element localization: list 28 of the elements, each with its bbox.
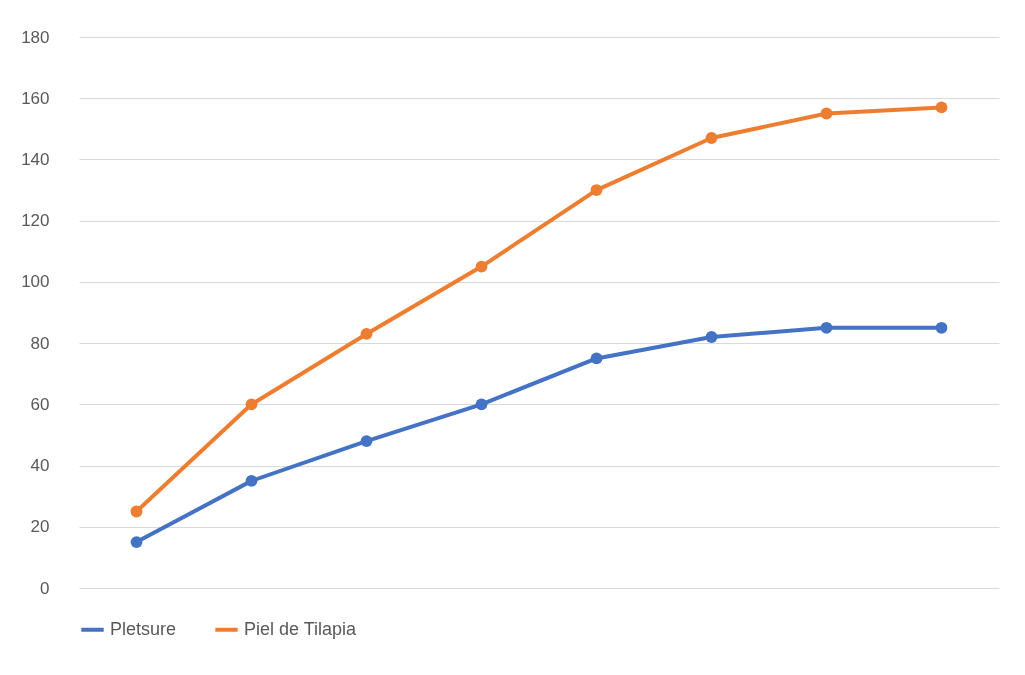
point xyxy=(820,321,833,334)
point xyxy=(475,398,488,411)
point xyxy=(705,132,718,144)
point xyxy=(130,536,143,548)
y-tick-label: 160 xyxy=(21,88,50,108)
point xyxy=(245,398,258,411)
y-tick-label: 60 xyxy=(30,394,50,414)
point xyxy=(360,328,373,340)
y-tick-label: 20 xyxy=(30,517,50,537)
y-tick-label: 120 xyxy=(21,211,50,231)
legend-label: Pletsure xyxy=(110,618,177,639)
y-tick-label: 40 xyxy=(30,456,50,476)
point xyxy=(820,107,833,120)
point xyxy=(130,505,143,518)
point xyxy=(590,184,603,196)
y-tick-label: 140 xyxy=(21,149,50,169)
point xyxy=(360,435,373,447)
point xyxy=(475,260,488,273)
point xyxy=(590,352,603,365)
y-tick-label: 180 xyxy=(21,27,50,47)
point xyxy=(935,101,948,114)
legend-label: Piel de Tilapia xyxy=(244,618,358,639)
y-tick-label: 80 xyxy=(30,333,50,353)
point xyxy=(705,331,718,343)
point xyxy=(245,474,258,487)
point xyxy=(935,321,948,334)
y-tick-label: 100 xyxy=(21,272,50,292)
y-tick-label: 0 xyxy=(40,578,50,598)
